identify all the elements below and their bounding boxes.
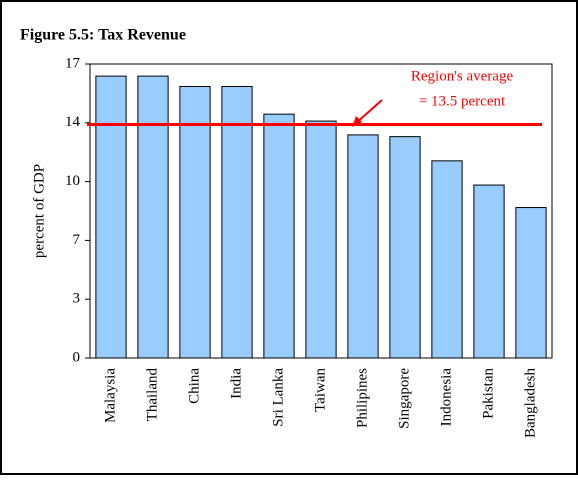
bar [137,75,169,359]
y-axis-label: percent of GDP [31,164,47,258]
y-tick-label: 3 [73,291,81,307]
x-tick-label: Bangladesh [522,368,538,438]
y-tick-label: 10 [65,173,80,189]
bar [95,75,127,359]
y-tick-label: 14 [65,114,81,130]
x-tick-label: Philipines [354,368,370,428]
x-tick-label: Sri Lanka [270,368,286,427]
annotation: = 13.5 percent [419,93,506,109]
x-tick-label: Singapore [396,368,412,429]
bar [179,85,211,359]
bar [515,207,547,359]
bar [473,184,505,359]
x-tick-label: China [186,368,202,404]
x-tick-label: Malaysia [102,368,118,423]
x-tick-label: Indonesia [438,368,454,427]
bar [431,160,463,359]
bar [347,134,379,359]
y-tick-label: 17 [65,55,81,71]
x-tick-label: India [228,368,244,399]
annotation-arrow [355,99,383,124]
x-tick-label: Pakistan [480,368,496,419]
x-tick-label: Thailand [144,368,160,422]
bar [221,85,253,359]
chart-title: Figure 5.5: Tax Revenue [20,27,186,44]
annotation: Region's average [411,68,514,84]
bar [389,136,421,359]
y-tick-label: 7 [73,232,81,248]
y-tick-label: 0 [73,349,81,365]
bar [305,120,337,359]
bar [263,113,295,359]
x-tick-label: Taiwan [312,368,328,412]
